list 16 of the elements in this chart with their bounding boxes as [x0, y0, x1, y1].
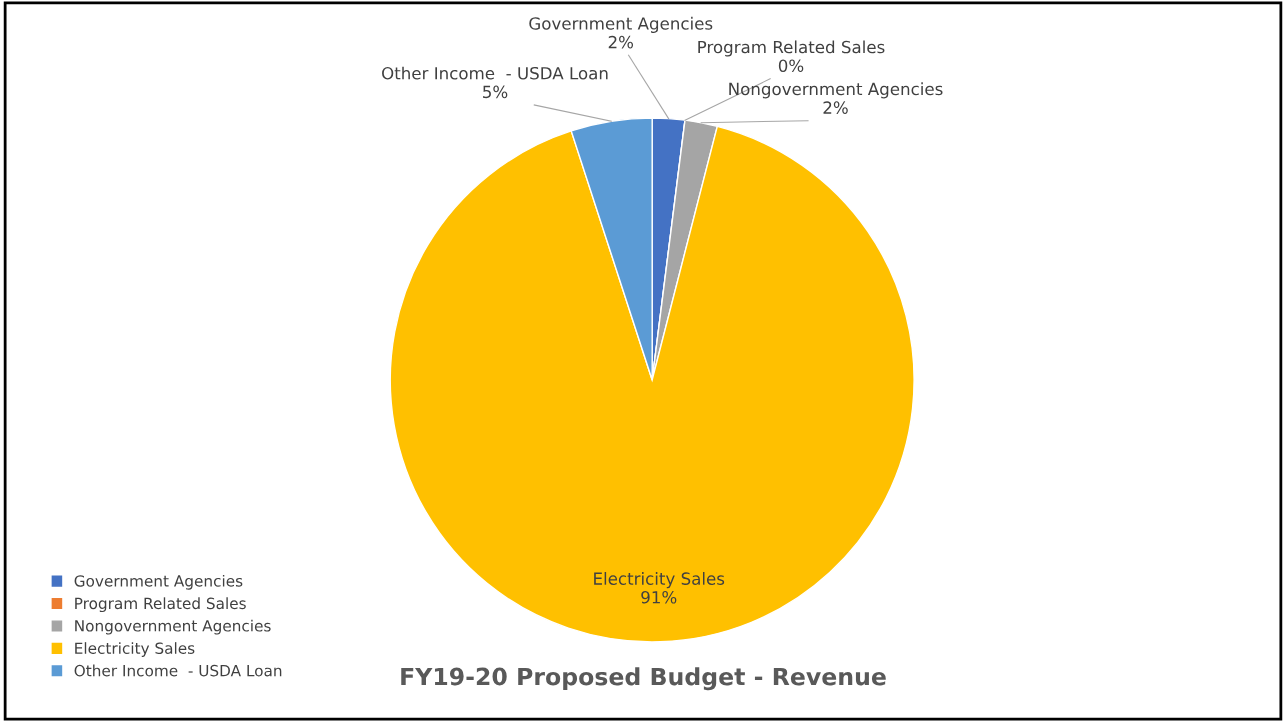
- legend-label: Government Agencies: [74, 574, 243, 590]
- legend-label: Program Related Sales: [75, 597, 246, 613]
- data-label: 5%: [483, 85, 508, 99]
- data-label: 91%: [641, 590, 677, 604]
- slice-label: Electricity Sales: [594, 572, 725, 589]
- text: FY19-20 Proposed Budget - Revenue: [401, 667, 886, 691]
- category-label: Program Related Sales: [698, 40, 885, 57]
- slice-label: Other Income - USDA Loan: [382, 66, 608, 80]
- data-label: 2%: [823, 101, 848, 114]
- legend-label: Electricity Sales: [75, 642, 195, 657]
- slice-label: Nongovernment Agencies: [729, 82, 943, 99]
- data-label: 2%: [608, 35, 634, 49]
- text: 0%: [778, 59, 804, 72]
- legend-label: Other Income - USDA Loan: [74, 664, 282, 677]
- legend-label: Nongovernment Agencies: [75, 619, 271, 635]
- slice-label: Government Agencies: [529, 16, 713, 33]
